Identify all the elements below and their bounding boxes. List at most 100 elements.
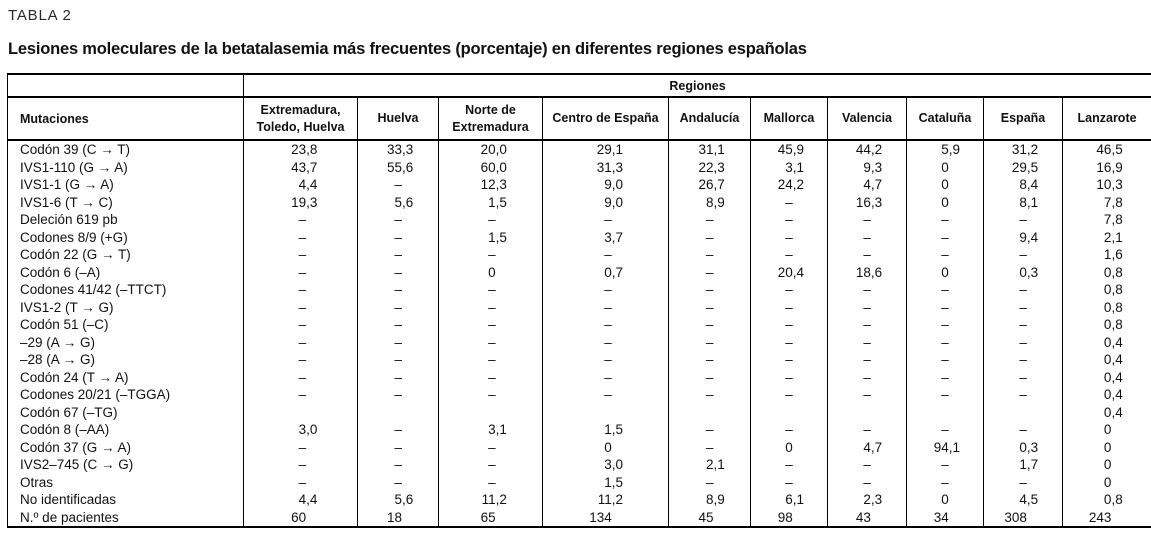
value-cell: 4,7	[827, 438, 907, 456]
value-cell: –	[668, 386, 751, 404]
value-cell: –	[357, 351, 439, 369]
corner-cell	[7, 74, 244, 98]
value-cell: –	[983, 421, 1063, 439]
value-cell: –	[542, 351, 669, 369]
value-cell: –	[750, 228, 828, 246]
value-cell: –	[243, 263, 358, 281]
value-cell: –	[357, 281, 439, 299]
mutation-name: Codón 51 (–C)	[20, 317, 109, 332]
table-row: –29 (A → G) – – – – – – – – –0,4	[8, 333, 1151, 351]
region-column-header: España	[983, 97, 1063, 141]
value-cell: –	[906, 421, 984, 439]
value-cell: –	[750, 281, 828, 299]
value-cell: 0,8	[1061, 316, 1151, 334]
value-cell: 18,6	[827, 263, 907, 281]
table-label: TABLA 2	[8, 7, 72, 24]
value-cell: 5,9	[906, 140, 984, 159]
value-cell: 12,3	[438, 176, 543, 194]
value-cell: 243	[1061, 508, 1151, 527]
group-header-row: Regiones	[7, 74, 1151, 98]
value-cell: –	[438, 298, 543, 316]
value-cell: 34	[906, 508, 984, 527]
mutations-column-header: Mutaciones	[7, 97, 244, 141]
value-cell: –	[542, 298, 669, 316]
value-cell: 0	[906, 491, 984, 509]
value-cell: 4,7	[827, 176, 907, 194]
value-cell: 1,5	[438, 228, 543, 246]
value-cell: –	[983, 298, 1063, 316]
value-cell	[906, 403, 984, 421]
value-cell: 9,4	[983, 228, 1063, 246]
value-cell: 0	[1061, 438, 1151, 456]
table-row: Codón 67 (–TG) 0,4	[8, 403, 1151, 421]
value-cell: 22,3	[668, 158, 751, 176]
value-cell: 1,5	[542, 473, 669, 491]
mutation-name: IVS1-110 (G → A)	[20, 159, 128, 175]
value-cell: –	[750, 456, 828, 474]
value-cell: –	[668, 333, 751, 351]
mutation-name: IVS1-1 (G → A)	[20, 177, 114, 192]
value-cell: –	[827, 228, 907, 246]
mutation-name: Codón 39 (C → T)	[20, 142, 131, 157]
value-cell: –	[668, 421, 751, 439]
value-cell: 43	[827, 508, 907, 527]
value-cell: –	[243, 228, 358, 246]
table-row: Codones 41/42 (–TTCT) – – – – – – – – –0,8	[8, 281, 1151, 299]
value-cell: –	[668, 281, 751, 299]
value-cell	[668, 403, 751, 421]
value-cell: 0	[1061, 421, 1151, 439]
value-cell: –	[438, 456, 543, 474]
value-cell: 0,8	[1061, 491, 1151, 509]
value-cell: –	[357, 228, 439, 246]
mutation-name: Codón 24 (T → A)	[20, 369, 129, 385]
value-cell: 8,1	[983, 193, 1063, 211]
value-cell: 7,8	[1061, 211, 1151, 229]
value-cell: –	[906, 228, 984, 246]
value-cell	[827, 403, 907, 421]
region-column-header: Cataluña	[906, 97, 984, 141]
value-cell: –	[827, 316, 907, 334]
value-cell: –	[750, 333, 828, 351]
value-cell: 8,4	[983, 176, 1063, 194]
value-cell: –	[542, 211, 669, 229]
value-cell: 8,9	[668, 491, 751, 509]
value-cell: –	[750, 211, 828, 229]
value-cell: –	[906, 298, 984, 316]
value-cell: –	[827, 211, 907, 229]
value-cell: 0,4	[1061, 351, 1151, 369]
value-cell: 1,6	[1061, 246, 1151, 264]
value-cell: 6,1	[750, 491, 828, 509]
value-cell: 0	[1061, 473, 1151, 491]
value-cell: 0	[906, 176, 984, 194]
table-row: IVS1-110 (G → A) 43,7 55,6 60,0 31,3 22,3 3,1 9…	[8, 158, 1151, 176]
mutation-name: Otras	[20, 474, 54, 490]
value-cell: –	[357, 263, 439, 281]
region-column-header: Huelva	[357, 97, 439, 141]
value-cell: –	[750, 298, 828, 316]
value-cell: 0,4	[1061, 386, 1151, 404]
value-cell: 9,0	[542, 193, 669, 211]
mutation-name: Codones 8/9 (+G)	[20, 229, 128, 245]
value-cell: –	[542, 246, 669, 264]
table-row: Codón 8 (–AA) 3,0–3,1 1,5– – – – –0	[8, 421, 1151, 439]
value-cell: 1,7	[983, 456, 1063, 474]
value-cell: –	[827, 473, 907, 491]
value-cell: –	[906, 333, 984, 351]
value-cell: 0	[542, 438, 669, 456]
value-cell: 26,7	[668, 176, 751, 194]
value-cell: –	[357, 438, 439, 456]
value-cell: 33,3	[357, 140, 439, 159]
table-row: Deleción 619 pb – – – – – – – – –7,8	[8, 211, 1151, 229]
value-cell: 5,6	[357, 491, 439, 509]
value-cell: 2,1	[1061, 228, 1151, 246]
value-cell: –	[827, 456, 907, 474]
value-cell: –	[983, 246, 1063, 264]
value-cell: 16,3	[827, 193, 907, 211]
value-cell: –	[906, 281, 984, 299]
value-cell: –	[906, 473, 984, 491]
value-cell: –	[750, 351, 828, 369]
value-cell: 3,0	[243, 421, 358, 439]
mutation-name: IVS2–745 (C → G)	[20, 457, 134, 472]
value-cell: –	[983, 386, 1063, 404]
